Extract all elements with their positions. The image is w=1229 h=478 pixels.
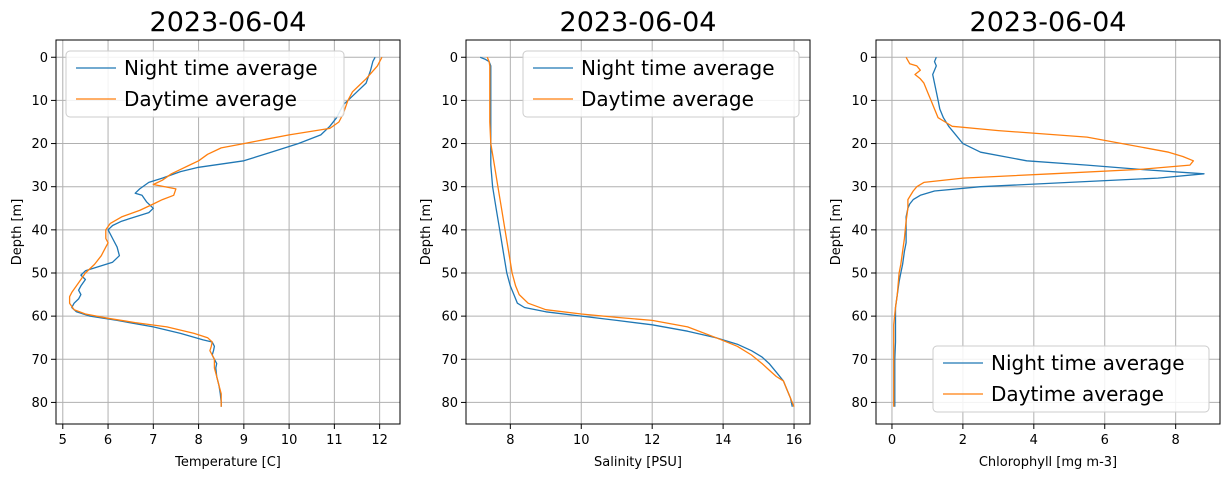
y-tick-label: 40 bbox=[441, 223, 458, 238]
legend-box bbox=[932, 345, 1210, 413]
y-axis-label: Depth [m] bbox=[829, 199, 844, 266]
x-axis-label: Salinity [PSU] bbox=[594, 455, 682, 470]
y-tick-label: 50 bbox=[441, 266, 458, 281]
series-line-1 bbox=[893, 56, 1195, 407]
chart-title: 2023-06-04 bbox=[150, 7, 307, 38]
legend-box bbox=[522, 50, 800, 118]
series-line-1 bbox=[486, 57, 795, 407]
plot-frame bbox=[875, 39, 1221, 425]
y-tick-label: 10 bbox=[441, 94, 458, 109]
legend-label: Night time average bbox=[991, 351, 1185, 375]
ticks: 5 6 7 8 9 10 11 12 0 10 20 30 40 50 60 70 80 bbox=[31, 51, 387, 448]
x-tick-label: 16 bbox=[786, 433, 803, 448]
y-tick-label: 0 bbox=[40, 51, 48, 66]
x-axis-label: Chlorophyll [mg m-3] bbox=[979, 455, 1117, 470]
legend-label: Daytime average bbox=[124, 87, 297, 111]
series-lines bbox=[68, 56, 383, 407]
x-tick-label: 10 bbox=[573, 433, 590, 448]
x-tick-label: 12 bbox=[371, 433, 388, 448]
x-tick-label: 8 bbox=[1172, 433, 1180, 448]
x-axis-label: Temperature [C] bbox=[174, 455, 281, 470]
y-tick-label: 0 bbox=[860, 51, 868, 66]
x-tick-label: 2 bbox=[959, 433, 967, 448]
y-tick-label: 20 bbox=[31, 137, 48, 152]
legend-label: Night time average bbox=[581, 56, 775, 80]
x-tick-label: 11 bbox=[326, 433, 343, 448]
series-lines bbox=[893, 56, 1205, 407]
x-tick-label: 4 bbox=[1030, 433, 1038, 448]
ticks: 8 10 12 14 16 0 10 20 30 40 50 60 70 80 bbox=[441, 51, 802, 448]
plot-frame bbox=[465, 39, 811, 425]
salinity-panel: 2023-06-04 8 10 12 14 16 0 10 20 30 40 50 60 70 80 Sa… bbox=[419, 7, 811, 470]
x-tick-label: 8 bbox=[506, 433, 514, 448]
y-tick-label: 50 bbox=[31, 266, 48, 281]
chart-title: 2023-06-04 bbox=[560, 7, 717, 38]
y-tick-label: 20 bbox=[441, 137, 458, 152]
x-tick-label: 5 bbox=[59, 433, 67, 448]
y-tick-label: 60 bbox=[31, 310, 48, 325]
x-tick-label: 12 bbox=[644, 433, 661, 448]
y-tick-label: 30 bbox=[31, 180, 48, 195]
temperature-panel: 2023-06-04 5 6 7 8 9 10 11 1201020304050607080 … bbox=[10, 7, 401, 470]
legend-label: Daytime average bbox=[581, 87, 754, 111]
series-lines bbox=[479, 56, 795, 407]
x-tick-label: 9 bbox=[240, 433, 248, 448]
y-tick-label: 80 bbox=[851, 396, 868, 411]
x-tick-label: 14 bbox=[715, 433, 732, 448]
series-line-0 bbox=[71, 56, 376, 407]
x-tick-label: 6 bbox=[104, 433, 112, 448]
x-tick-label: 0 bbox=[888, 433, 896, 448]
y-tick-label: 10 bbox=[851, 94, 868, 109]
y-tick-label: 60 bbox=[851, 310, 868, 325]
y-tick-label: 70 bbox=[31, 353, 48, 368]
x-tick-label: 7 bbox=[149, 433, 157, 448]
plot-frame bbox=[55, 39, 401, 425]
legend: Night time average Daytime average bbox=[932, 345, 1210, 413]
x-tick-label: 10 bbox=[281, 433, 298, 448]
y-tick-label: 60 bbox=[441, 310, 458, 325]
y-tick-label: 40 bbox=[851, 223, 868, 238]
legend-label: Daytime average bbox=[991, 382, 1164, 406]
y-tick-label: 70 bbox=[441, 353, 458, 368]
y-tick-label: 30 bbox=[441, 180, 458, 195]
y-tick-label: 40 bbox=[31, 223, 48, 238]
y-axis-label: Depth [m] bbox=[10, 199, 25, 266]
series-line-0 bbox=[479, 56, 793, 407]
x-tick-label: 6 bbox=[1101, 433, 1109, 448]
series-line-1 bbox=[68, 56, 383, 407]
y-tick-label: 30 bbox=[851, 180, 868, 195]
y-tick-label: 0 bbox=[450, 51, 458, 66]
y-tick-label: 80 bbox=[441, 396, 458, 411]
legend: Night time average Daytime average bbox=[522, 50, 800, 118]
x-tick-label: 8 bbox=[194, 433, 202, 448]
chart-title: 2023-06-04 bbox=[970, 7, 1127, 38]
y-tick-label: 80 bbox=[31, 396, 48, 411]
y-tick-label: 50 bbox=[851, 266, 868, 281]
y-tick-label: 20 bbox=[851, 137, 868, 152]
legend: Night time average Daytime average bbox=[65, 50, 345, 118]
y-axis-label: Depth [m] bbox=[419, 199, 434, 266]
legend-label: Night time average bbox=[124, 56, 318, 80]
y-tick-label: 70 bbox=[851, 353, 868, 368]
legend-box bbox=[65, 50, 345, 118]
y-tick-label: 10 bbox=[31, 94, 48, 109]
